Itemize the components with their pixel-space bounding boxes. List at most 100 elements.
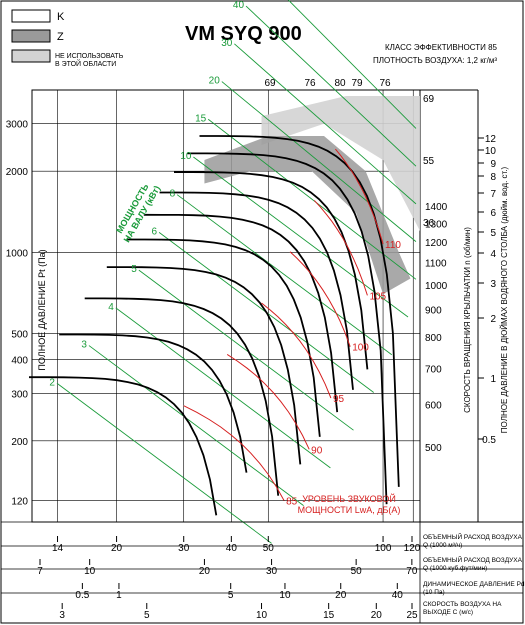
- power-value-label: 15: [195, 113, 207, 124]
- sound-value-label: 95: [333, 394, 345, 405]
- bottom-tick-label: 20: [111, 543, 123, 554]
- rpm-tick-label: 1000: [425, 281, 448, 292]
- bottom-tick-label: 20: [371, 610, 383, 621]
- power-line: [88, 345, 304, 506]
- rpm-curve: [159, 191, 354, 390]
- inch-tick-label: 0.5: [482, 435, 496, 446]
- z-zone: [204, 136, 411, 295]
- power-value-label: 40: [233, 0, 245, 11]
- power-value-label: 8: [170, 189, 176, 200]
- bottom-axis-label: ОБЪЕМНЫЙ РАСХОД ВОЗДУХА Q (1000 куб.фут/м…: [423, 555, 523, 572]
- bottom-tick-label: 30: [266, 566, 278, 577]
- bottom-tick-label: 5: [144, 610, 150, 621]
- bottom-tick-label: 10: [84, 566, 96, 577]
- power-value-label: 2: [49, 377, 55, 388]
- bottom-tick-label: 1: [116, 590, 122, 601]
- rpm-tick-label: 600: [425, 400, 442, 411]
- efficiency-top-label: 69: [264, 78, 276, 89]
- air-density: ПЛОТНОСТЬ ВОЗДУХА: 1,2 кг/м³: [373, 56, 497, 65]
- efficiency-top-label: 76: [379, 78, 391, 89]
- rpm-tick-label: 1300: [425, 219, 448, 230]
- labels: 2345681015203040606976807976695536121098…: [49, 0, 496, 446]
- power-line: [221, 81, 417, 242]
- sound-contour: [183, 405, 285, 501]
- efficiency-top-label: 79: [351, 78, 363, 89]
- power-line: [207, 118, 417, 280]
- sound-contour: [335, 148, 384, 245]
- inch-tick-label: 5: [490, 228, 496, 239]
- chart-title: VM SYQ 900: [185, 23, 302, 45]
- sound-value-label: 105: [369, 291, 386, 302]
- y-tick-label: 500: [11, 330, 28, 341]
- curves: 1400130012001100100090080070060050085909…: [29, 0, 448, 544]
- legend-forbidden-label: НЕ ИСПОЛЬЗОВАТЬ В ЭТОЙ ОБЛАСТИ: [55, 53, 124, 68]
- rpm-curve: [187, 152, 388, 505]
- rpm-tick-label: 1200: [425, 238, 448, 249]
- sound-axis-label: УРОВЕНЬ ЗВУКОВОЙ МОЩНОСТИ LwA, дБ(А): [298, 493, 401, 515]
- bottom-tick-label: 40: [392, 590, 404, 601]
- inch-tick-label: 6: [490, 208, 496, 219]
- rpm-curve: [199, 135, 400, 487]
- bottom-tick-label: 15: [323, 610, 335, 621]
- inch-tick-label: 10: [485, 146, 497, 157]
- bottom-tick-label: 5: [228, 590, 234, 601]
- sound-contour: [313, 200, 368, 296]
- bottom-axis-label: СКОРОСТЬ ВОЗДУХА НА ВЫХОДЕ C (м/с): [423, 601, 502, 616]
- sound-contour: [289, 251, 351, 347]
- power-value-label: 3: [81, 340, 87, 351]
- y-tick-label: 3000: [6, 120, 29, 131]
- sound-value-label: 110: [385, 240, 401, 251]
- grid: 120 200 300 400 500 1000 2000 3000: [6, 90, 420, 522]
- efficiency-class: КЛАСС ЭФФЕКТИВНОСТИ 85: [385, 43, 498, 52]
- rpm-curve: [84, 297, 280, 496]
- inch-tick-label: 7: [490, 189, 496, 200]
- bottom-tick-label: 25: [406, 610, 418, 621]
- legend-z-label: Z: [57, 31, 64, 43]
- bottom-axis-label: ОБЪЕМНЫЙ РАСХОД ВОЗДУХА Q (1000 м³/ч): [423, 532, 523, 549]
- inch-tick-label: 8: [490, 172, 496, 183]
- inch-tick-label: 2: [490, 314, 496, 325]
- rpm-curve: [126, 238, 321, 437]
- bottom-tick-label: 10: [279, 590, 291, 601]
- efficiency-top-label: 76: [304, 78, 316, 89]
- y-tick-label: 120: [11, 497, 28, 508]
- bottom-tick-label: 10: [256, 610, 268, 621]
- power-line: [234, 43, 417, 205]
- efficiency-right-label: 55: [423, 156, 435, 167]
- power-line: [138, 269, 354, 431]
- power-line: [245, 5, 417, 167]
- rpm-curve: [143, 213, 339, 413]
- bottom-tick-label: 20: [199, 566, 211, 577]
- bottom-tick-label: 50: [263, 543, 275, 554]
- power-value-label: 5: [131, 264, 137, 275]
- power-line: [193, 156, 409, 318]
- rpm-curve: [174, 171, 369, 370]
- power-value-label: 4: [108, 302, 114, 313]
- rpm-tick-label: 500: [425, 443, 442, 454]
- y-tick-label: 2000: [6, 167, 29, 178]
- power-value-label: 6: [152, 226, 158, 237]
- bottom-tick-label: 7: [37, 566, 43, 577]
- power-line: [287, 0, 417, 129]
- bottom-tick-label: 100: [375, 543, 392, 554]
- efficiency-right-label: 36: [423, 218, 435, 229]
- rpm-curve: [29, 376, 218, 516]
- zones: [204, 96, 420, 295]
- power-value-label: 10: [180, 151, 192, 162]
- inch-tick-label: 4: [490, 249, 496, 260]
- efficiency-right-label: 69: [423, 94, 435, 105]
- y-tick-label: 300: [11, 389, 28, 400]
- sound-value-label: 85: [286, 497, 298, 508]
- bottom-tick-label: 50: [351, 566, 363, 577]
- y-axis-label: ПОЛНОЕ ДАВЛЕНИЕ Pt (Па): [37, 249, 47, 370]
- sound-contour: [261, 302, 332, 399]
- y-tick-label: 400: [11, 356, 28, 367]
- inch-axis-label: ПОЛНОЕ ДАВЛЕНИЕ В ДЮЙМАХ ВОДЯНОГО СТОЛБА…: [500, 166, 509, 433]
- rpm-tick-label: 700: [425, 364, 442, 375]
- power-value-label: 30: [221, 38, 233, 49]
- rpm-tick-label: 900: [425, 306, 442, 317]
- y-tick-label: 200: [11, 437, 28, 448]
- inch-tick-label: 3: [490, 279, 496, 290]
- power-value-label: 20: [209, 76, 221, 87]
